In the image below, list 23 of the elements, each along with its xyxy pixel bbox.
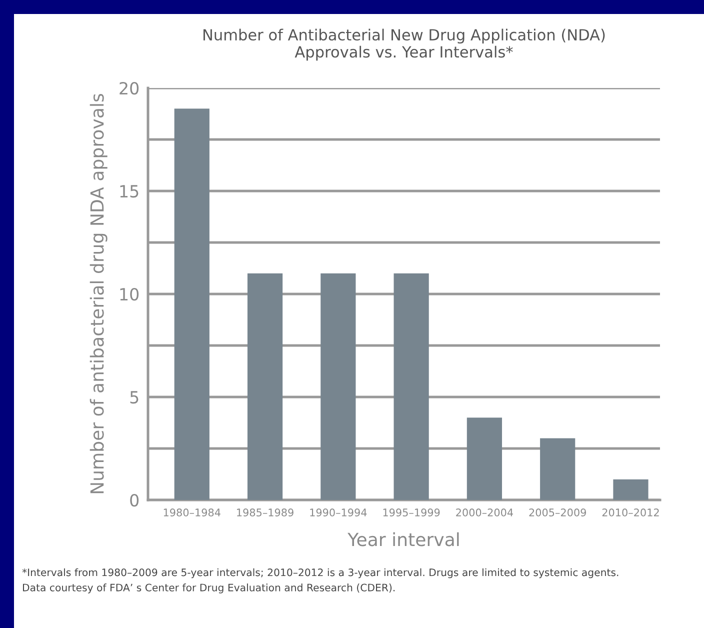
bar [174, 108, 210, 500]
y-tick-label: 20 [120, 82, 139, 95]
bar [613, 479, 648, 500]
y-axis-title: Number of antibacterial drug NDA approvals [90, 94, 108, 494]
text: *Intervals from 1980–2009 are 5-year intervals; 2010–2012 is a 3-year interval. Drugs are limited to systemic agents. Data courtesy of FDA’ s Center for Drug Evaluation and Research (CDER). [22, 568, 618, 594]
x-axis-title: Year interval [348, 532, 459, 546]
x-tick-label: 1985–1989 [237, 508, 294, 516]
y-tick-label: 5 [130, 391, 138, 404]
y-tick-label: 10 [120, 288, 139, 301]
bar [466, 418, 502, 500]
x-tick-label: 1995–1999 [383, 508, 440, 516]
x-tick-label: 1980–1984 [164, 508, 220, 516]
x-tick-label: 2010–2012 [602, 508, 659, 516]
bar [394, 273, 429, 500]
bar [540, 438, 576, 500]
x-tick-label: 2005–2009 [529, 508, 586, 516]
y-tick-label: 0 [130, 494, 139, 507]
bar [320, 273, 356, 500]
y-tick-label: 15 [120, 185, 138, 198]
x-tick-label: 2000–2004 [456, 508, 513, 516]
bar [247, 273, 283, 500]
chart-title: Number of Antibacterial New Drug Application (NDA) Approvals vs. Year Intervals* [204, 28, 605, 61]
x-tick-label: 1990–1994 [310, 508, 367, 516]
